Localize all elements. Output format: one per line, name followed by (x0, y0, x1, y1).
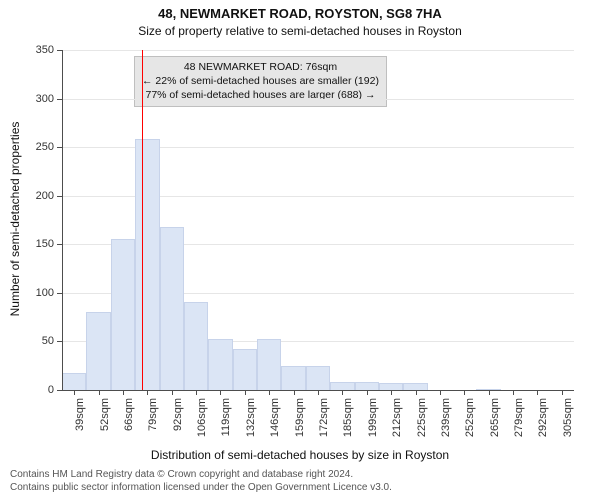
xtick-label: 212sqm (391, 398, 403, 437)
xtick-label: 132sqm (245, 398, 257, 437)
ytick-label: 100 (14, 287, 54, 299)
xtick-label: 172sqm (318, 398, 330, 437)
legend-line-3: 77% of semi-detached houses are larger (… (142, 88, 379, 102)
gridline (62, 99, 574, 100)
histogram-bar (233, 349, 257, 390)
footer-attribution: Contains HM Land Registry data © Crown c… (10, 468, 392, 494)
histogram-bar (306, 366, 330, 390)
xtick-label: 66sqm (123, 398, 135, 431)
footer-line-2: Contains public sector information licen… (10, 481, 392, 494)
ytick-label: 0 (14, 384, 54, 396)
xtick-label: 185sqm (342, 398, 354, 437)
xtick-label: 265sqm (489, 398, 501, 437)
histogram-bar (403, 383, 427, 390)
histogram-bar (379, 383, 403, 390)
xtick-label: 159sqm (294, 398, 306, 437)
histogram-bar (208, 339, 232, 390)
histogram-bar (257, 339, 281, 390)
footer-line-1: Contains HM Land Registry data © Crown c… (10, 468, 392, 481)
ytick-label: 200 (14, 190, 54, 202)
xtick-label: 79sqm (147, 398, 159, 431)
xtick-label: 92sqm (172, 398, 184, 431)
ytick-label: 250 (14, 141, 54, 153)
xtick-label: 39sqm (74, 398, 86, 431)
xtick-label: 292sqm (537, 398, 549, 437)
histogram-bar (111, 239, 135, 390)
ytick-label: 300 (14, 93, 54, 105)
x-axis-label: Distribution of semi-detached houses by … (0, 448, 600, 462)
histogram-bar (281, 366, 305, 390)
histogram-bar (160, 227, 184, 390)
xtick-label: 225sqm (416, 398, 428, 437)
xtick-label: 106sqm (196, 398, 208, 437)
title-sub: Size of property relative to semi-detach… (0, 24, 600, 38)
chart-container: 48, NEWMARKET ROAD, ROYSTON, SG8 7HA Siz… (0, 0, 600, 500)
histogram-bar (330, 382, 354, 390)
xtick-label: 52sqm (99, 398, 111, 431)
histogram-bar (86, 312, 110, 390)
histogram-bar (355, 382, 379, 390)
xtick-label: 305sqm (562, 398, 574, 437)
legend-line-2: ← 22% of semi-detached houses are smalle… (142, 74, 379, 88)
histogram-bar (135, 139, 159, 390)
y-axis-line (62, 50, 63, 390)
xtick-label: 239sqm (440, 398, 452, 437)
x-axis-line (62, 390, 574, 391)
histogram-bar (62, 373, 86, 390)
legend-line-1: 48 NEWMARKET ROAD: 76sqm (142, 60, 379, 74)
xtick-label: 252sqm (464, 398, 476, 437)
title-main: 48, NEWMARKET ROAD, ROYSTON, SG8 7HA (0, 6, 600, 21)
histogram-bar (184, 302, 208, 390)
gridline (62, 50, 574, 51)
xtick-label: 279sqm (513, 398, 525, 437)
xtick-label: 146sqm (269, 398, 281, 437)
ytick-label: 350 (14, 44, 54, 56)
ytick-label: 150 (14, 238, 54, 250)
xtick-label: 199sqm (367, 398, 379, 437)
xtick-label: 119sqm (220, 398, 232, 436)
property-marker-line (142, 50, 143, 390)
ytick-label: 50 (14, 335, 54, 347)
